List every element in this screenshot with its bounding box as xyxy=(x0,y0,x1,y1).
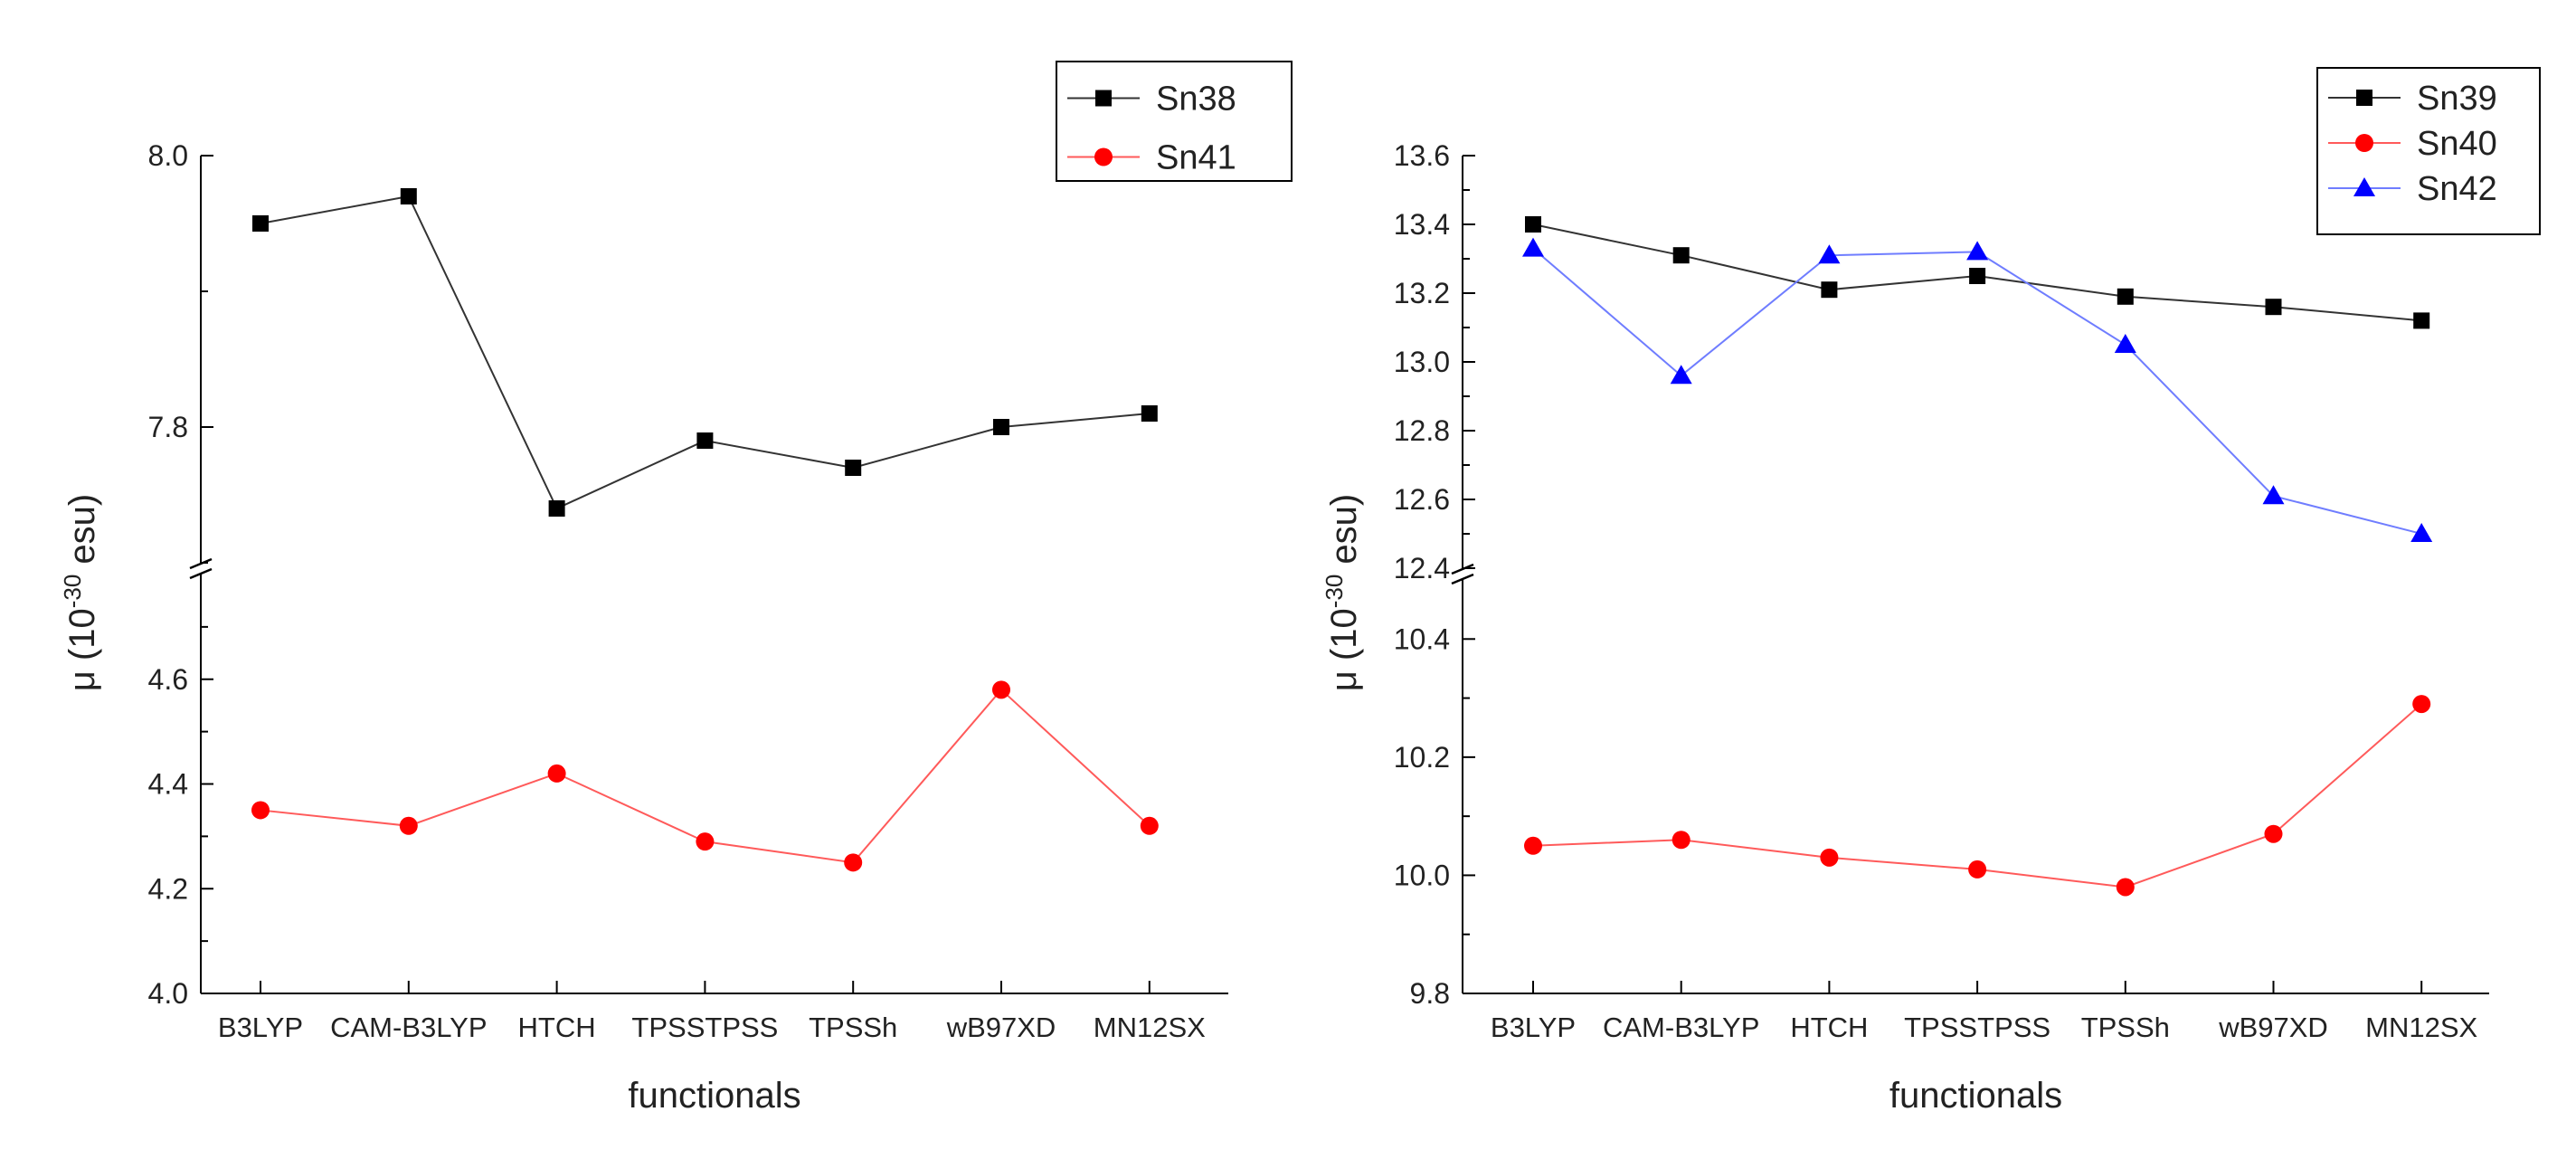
x-tick-label: HTCH xyxy=(1790,1012,1868,1043)
legend-label: Sn41 xyxy=(1156,139,1236,177)
data-point-sn41 xyxy=(547,764,566,783)
legend-label: Sn39 xyxy=(2417,80,2497,118)
y-tick-label: 13.6 xyxy=(1394,139,1450,172)
y-tick-label: 9.8 xyxy=(1410,977,1450,1010)
y-axis-title-exponent: -30 xyxy=(59,575,86,609)
data-point-sn39 xyxy=(1672,247,1690,264)
legend-marker xyxy=(2353,177,2375,196)
axis-break-mark xyxy=(1451,573,1474,585)
x-tick-label: wB97XD xyxy=(2218,1012,2328,1043)
data-point-sn38 xyxy=(845,460,862,476)
data-point-sn39 xyxy=(2265,299,2282,316)
y-axis-title-suffix: esu) xyxy=(1324,494,1364,575)
data-point-sn38 xyxy=(548,500,565,517)
x-tick-label: B3LYP xyxy=(218,1012,303,1043)
data-point-sn41 xyxy=(844,853,863,872)
x-tick-label: TPSSTPSS xyxy=(631,1012,778,1043)
series-line-sn42 xyxy=(1532,247,2422,535)
data-point-sn38 xyxy=(993,419,1009,435)
x-tick-label: TPSSh xyxy=(809,1012,897,1043)
data-point-sn39 xyxy=(2413,312,2430,329)
data-point-sn40 xyxy=(1820,848,1839,867)
y-axis-title-prefix: μ (10 xyxy=(1324,608,1364,691)
y-axis-title-prefix: μ (10 xyxy=(62,608,102,691)
x-tick-label: TPSSh xyxy=(2081,1012,2170,1043)
x-tick-label: MN12SX xyxy=(1094,1012,1206,1043)
y-tick-label: 4.4 xyxy=(148,768,188,801)
x-tick-label: CAM-B3LYP xyxy=(330,1012,487,1043)
x-tick-label: TPSSTPSS xyxy=(1904,1012,2050,1043)
axis-break-mark xyxy=(189,567,213,580)
y-tick-label: 13.4 xyxy=(1394,208,1450,241)
data-point-sn41 xyxy=(399,816,418,835)
series-line-sn40 xyxy=(1532,703,2422,888)
data-point-sn41 xyxy=(696,832,715,851)
y-tick-label: 10.4 xyxy=(1394,622,1450,655)
y-tick-label: 4.2 xyxy=(148,872,188,905)
left-chart-panel: 7.8 8.0 4.0 4.2 4.4 4.6 B3LYP CAM-B3LYP HTCH TPSS… xyxy=(59,61,1293,1116)
data-point-sn42 xyxy=(1966,241,1989,261)
y-tick-label: 4.6 xyxy=(148,663,188,696)
y-tick-label: 13.0 xyxy=(1394,346,1450,378)
y-tick-label: 12.6 xyxy=(1394,483,1450,516)
data-point-sn42 xyxy=(1818,244,1841,264)
legend-marker xyxy=(1095,90,1112,107)
y-axis-title-suffix: esu) xyxy=(62,494,102,575)
legend-marker xyxy=(2356,90,2372,106)
y-axis-title: μ (10-30 esu) xyxy=(59,494,102,692)
y-tick-label: 10.2 xyxy=(1394,741,1450,774)
data-point-sn38 xyxy=(1141,405,1158,422)
data-point-sn39 xyxy=(1969,268,1986,284)
y-tick-label: 10.0 xyxy=(1394,859,1450,891)
data-point-sn38 xyxy=(400,188,417,204)
legend-marker xyxy=(1094,147,1113,166)
y-tick-label: 7.8 xyxy=(148,411,188,443)
data-point-sn40 xyxy=(1968,860,1987,879)
legend-marker xyxy=(2355,134,2373,152)
data-point-sn39 xyxy=(2117,288,2134,305)
y-tick-label: 4.0 xyxy=(148,977,188,1010)
data-point-sn38 xyxy=(252,215,269,232)
data-point-sn42 xyxy=(2410,523,2433,542)
data-point-sn40 xyxy=(1672,831,1690,850)
series-line-sn38 xyxy=(260,195,1150,510)
data-point-sn42 xyxy=(2262,485,2285,505)
data-point-sn40 xyxy=(2412,695,2431,714)
data-point-sn40 xyxy=(2116,878,2135,897)
y-tick-label: 13.2 xyxy=(1394,277,1450,309)
legend-label: Sn42 xyxy=(2417,170,2497,208)
data-point-sn41 xyxy=(1140,816,1159,835)
y-tick-label: 12.8 xyxy=(1394,414,1450,447)
right-chart-panel: 12.4 12.6 12.8 13.0 13.2 13.4 13.6 9.8 10.0 10.2 1… xyxy=(1321,67,2541,1116)
x-tick-label: wB97XD xyxy=(946,1012,1056,1043)
legend-box xyxy=(2316,67,2541,235)
data-point-sn39 xyxy=(1821,281,1838,299)
y-tick-label: 8.0 xyxy=(148,139,188,172)
data-point-sn40 xyxy=(2264,824,2283,843)
data-point-sn39 xyxy=(1525,216,1541,233)
x-tick-label: MN12SX xyxy=(2365,1012,2477,1043)
y-axis-title: μ (10-30 esu) xyxy=(1321,494,1364,692)
y-tick-label: 12.4 xyxy=(1394,552,1450,584)
x-axis-title: functionals xyxy=(1889,1076,2062,1116)
y-axis-title-exponent: -30 xyxy=(1321,575,1348,609)
x-axis-title: functionals xyxy=(628,1076,800,1116)
x-tick-label: CAM-B3LYP xyxy=(1603,1012,1759,1043)
data-point-sn42 xyxy=(1670,365,1692,385)
data-point-sn41 xyxy=(251,801,270,820)
data-point-sn41 xyxy=(992,680,1010,699)
data-point-sn42 xyxy=(1522,237,1544,257)
data-point-sn40 xyxy=(1524,836,1542,855)
x-tick-label: HTCH xyxy=(518,1012,596,1043)
legend-label: Sn40 xyxy=(2417,125,2497,163)
legend-label: Sn38 xyxy=(1156,81,1236,119)
data-point-sn38 xyxy=(696,432,714,449)
x-tick-label: B3LYP xyxy=(1491,1012,1576,1043)
data-point-sn42 xyxy=(2114,334,2136,353)
